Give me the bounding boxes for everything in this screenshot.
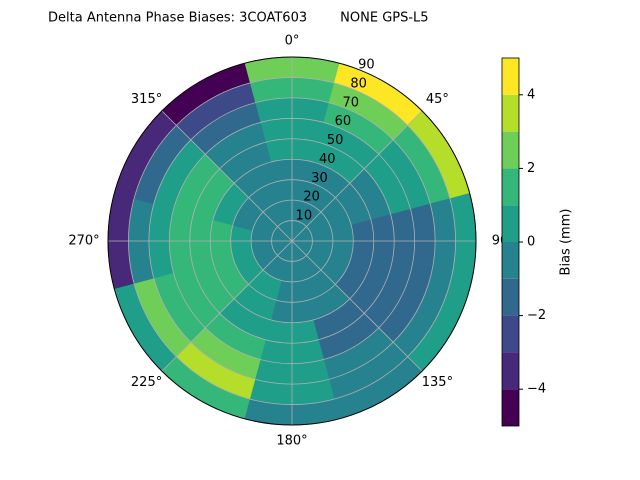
grid-spoke [161,240,293,372]
colorbar-band [502,315,519,353]
colorbar-tick-label: 0 [527,235,535,250]
colorbar-tick-label: 2 [527,161,535,176]
r-tick-label: 50 [327,133,344,148]
colorbar-band [502,352,519,390]
theta-tick-label: 135° [422,375,453,390]
r-tick-label: 60 [335,114,352,129]
theta-tick-label: 225° [131,375,162,390]
colorbar-band [502,58,519,95]
colorbar-band [502,205,519,242]
theta-tick-label: 315° [131,92,162,107]
grid-spoke [161,110,293,242]
colorbar-band [502,94,519,132]
colorbar: −4 −2 0 2 4 [501,57,546,427]
grid: 1020304050607080900°45°90135°180°225°270… [68,34,508,449]
colorbar-tick-label: −2 [527,308,546,323]
theta-tick-label: 270° [68,234,99,249]
r-tick-label: 10 [296,209,313,224]
r-tick-label: 20 [303,190,320,205]
colorbar-band [502,131,519,169]
r-tick-label: 80 [350,76,367,91]
chart-title: Delta Antenna Phase Biases: 3COAT603 NON… [48,11,429,26]
polar-frame [107,56,477,426]
colorbar-band [502,278,519,316]
theta-tick-label: 0° [285,34,300,49]
colorbar-band [502,389,519,426]
r-tick-label: 40 [319,152,336,167]
r-tick-label: 30 [311,171,328,186]
grid-spoke [291,110,423,242]
colorbar-tick-label: −4 [527,382,546,397]
colorbar-band [502,168,519,206]
colorbar-tick-label: 4 [527,87,535,102]
grid-spoke [291,240,423,372]
theta-tick-label: 45° [426,92,449,107]
colorbar-label: Bias (mm) [559,209,574,276]
r-tick-label: 70 [342,95,359,110]
r-tick-label: 90 [358,58,375,73]
theta-tick-label: 180° [276,434,307,449]
colorbar-band [502,242,519,279]
